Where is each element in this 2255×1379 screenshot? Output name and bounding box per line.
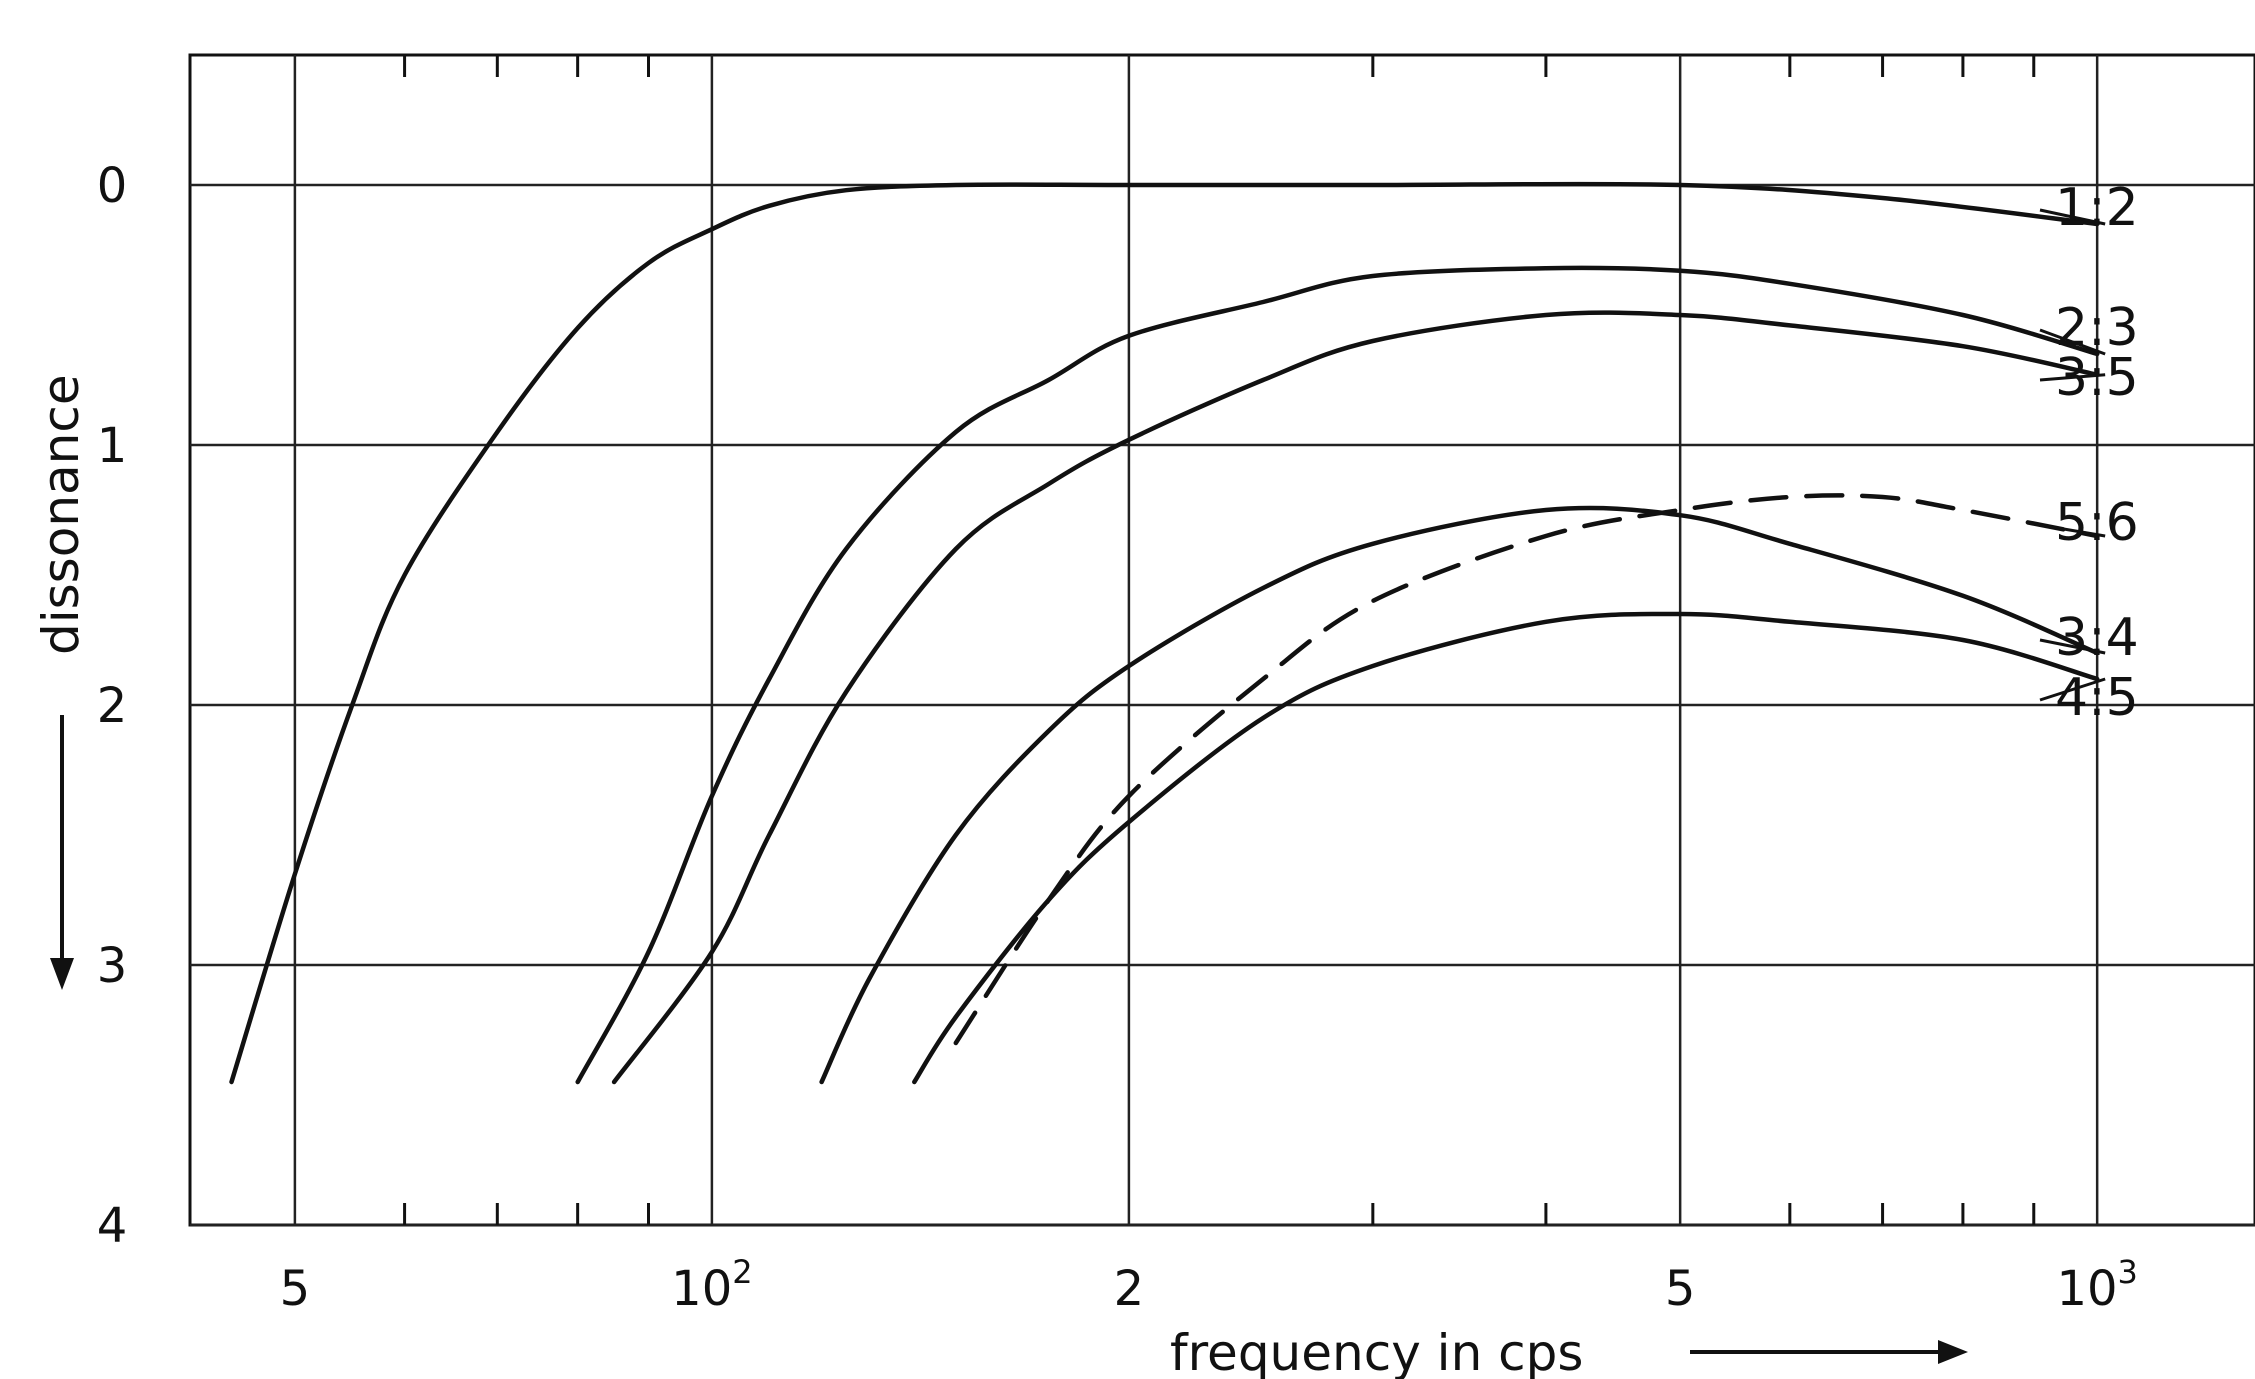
series-label-leader bbox=[2039, 523, 2106, 538]
series-label-leader bbox=[2039, 208, 2106, 226]
series-line bbox=[912, 611, 2100, 1085]
y-tick-label: 2 bbox=[97, 678, 128, 734]
series-line bbox=[611, 310, 2100, 1085]
x-axis-arrow bbox=[1690, 1340, 1968, 1364]
series-line bbox=[953, 493, 2100, 1046]
series-label-leader bbox=[2039, 328, 2106, 356]
x-tick-label: 5 bbox=[1665, 1261, 1696, 1317]
plot-area bbox=[188, 53, 2255, 1227]
x-tick-label: 2 bbox=[1114, 1261, 1145, 1317]
series-label: 4:5 bbox=[2055, 668, 2139, 728]
y-tick-label: 0 bbox=[97, 158, 128, 214]
series-line bbox=[819, 505, 2100, 1085]
y-tick-label: 1 bbox=[97, 418, 128, 474]
y-tick-labels: 0 1 2 3 4 bbox=[97, 158, 128, 1254]
x-tick-labels: 5 102 2 5 103 bbox=[280, 1253, 2138, 1317]
x-tick-label: 102 bbox=[671, 1253, 752, 1317]
series-label-leader bbox=[2039, 373, 2106, 382]
series-label-leader bbox=[2039, 638, 2106, 655]
series-line bbox=[575, 265, 2100, 1085]
minor-ticks bbox=[403, 55, 2036, 1225]
series-labels: 1:2 2:33:5 5:6 3:44:5 bbox=[2039, 178, 2139, 728]
x-axis-title: frequency in cps bbox=[1170, 1324, 1583, 1379]
y-tick-label: 4 bbox=[97, 1198, 128, 1254]
y-tick-label: 3 bbox=[97, 938, 128, 994]
series-line bbox=[229, 181, 2100, 1085]
grid bbox=[190, 55, 2255, 1227]
y-axis-title: dissonance bbox=[32, 374, 90, 655]
y-axis-arrow bbox=[50, 715, 74, 990]
series bbox=[229, 181, 2100, 1085]
series-label-leader bbox=[2039, 677, 2106, 702]
series-label: 1:2 bbox=[2055, 178, 2139, 238]
series-label: 5:6 bbox=[2055, 493, 2139, 553]
series-label: 2:3 bbox=[2055, 298, 2139, 358]
x-tick-label: 5 bbox=[280, 1261, 311, 1317]
series-label: 3:4 bbox=[2055, 608, 2139, 668]
series-label: 3:5 bbox=[2055, 348, 2139, 408]
x-tick-label: 103 bbox=[2056, 1253, 2137, 1317]
